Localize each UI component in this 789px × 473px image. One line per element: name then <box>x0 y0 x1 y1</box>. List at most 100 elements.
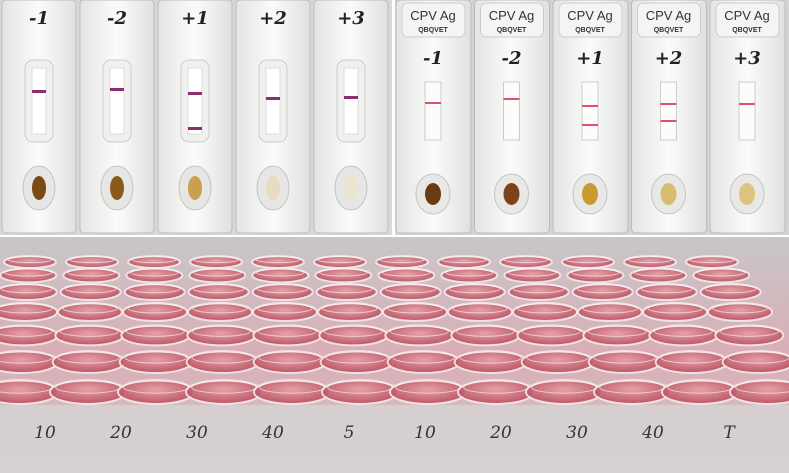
column-label: 30 <box>186 423 208 443</box>
well <box>0 350 59 374</box>
well-rim <box>384 284 437 294</box>
well-rim <box>735 380 789 394</box>
well <box>721 350 789 374</box>
well-rim <box>503 256 549 264</box>
brand-sticker <box>401 2 466 38</box>
well-rim <box>124 351 187 364</box>
test-band <box>582 124 598 126</box>
well-rim <box>448 284 501 294</box>
sample-well <box>582 183 598 205</box>
well-rim <box>322 303 378 314</box>
strip-label: +2 <box>655 48 683 69</box>
well-rim <box>521 325 581 337</box>
test-band <box>503 98 520 100</box>
well-rim <box>640 284 693 294</box>
test-band <box>188 92 202 95</box>
sample-well <box>425 183 441 205</box>
well <box>123 283 186 301</box>
strip-label: +3 <box>733 48 761 69</box>
result-window <box>424 81 442 141</box>
column-label: T <box>723 423 736 443</box>
well-rim <box>689 256 735 264</box>
well <box>314 267 373 284</box>
test-band <box>425 102 441 104</box>
strip-label: +1 <box>576 48 604 69</box>
well-rim <box>127 303 183 314</box>
well-rim <box>565 256 611 264</box>
result-window <box>503 81 520 141</box>
column-label: 40 <box>641 423 664 443</box>
well-rim <box>7 256 53 264</box>
maker-name: QBQVET <box>418 27 448 34</box>
well-rim <box>256 284 309 294</box>
test-band <box>266 97 280 100</box>
well <box>377 267 436 284</box>
well-rim <box>445 268 494 277</box>
column-label: 10 <box>414 423 436 443</box>
well-rim <box>255 256 301 264</box>
brand-name: CPV Ag <box>410 8 456 23</box>
well <box>635 283 698 301</box>
column-label: 10 <box>34 423 56 443</box>
test-band <box>344 96 358 99</box>
brand-sticker <box>558 2 623 38</box>
well-rim <box>712 303 768 314</box>
well-rim <box>653 325 713 337</box>
test-band <box>32 90 46 93</box>
well-rim <box>512 284 565 294</box>
well-rim <box>257 303 313 314</box>
well-rim <box>257 325 317 337</box>
result-window <box>660 81 677 141</box>
column-label: 30 <box>566 423 588 443</box>
well-rim <box>459 351 522 364</box>
test-band <box>660 103 677 105</box>
well <box>0 283 58 301</box>
well-rim <box>452 303 508 314</box>
strip-label: +1 <box>181 8 209 29</box>
well-rim <box>191 351 254 364</box>
well <box>629 267 688 284</box>
brand-sticker <box>637 2 701 38</box>
well-rim <box>193 268 242 277</box>
strip-label: +3 <box>337 8 365 29</box>
brand-name: CPV Ag <box>646 8 692 23</box>
well-rim <box>387 303 443 314</box>
well-rim <box>647 303 703 314</box>
result-window <box>581 81 599 141</box>
well-rim <box>727 351 789 364</box>
well-rim <box>719 325 779 337</box>
plate-edge <box>0 405 789 473</box>
well-rim <box>392 351 455 364</box>
well <box>443 283 506 301</box>
well <box>503 267 562 284</box>
well <box>188 267 247 284</box>
test-band <box>582 105 598 107</box>
test-band <box>188 127 202 130</box>
well-rim <box>67 268 116 277</box>
well <box>566 267 625 284</box>
brand-sticker <box>715 2 780 38</box>
well <box>571 283 634 301</box>
well-rim <box>0 303 53 314</box>
well-rim <box>258 351 321 364</box>
well-rim <box>576 284 629 294</box>
well-rim <box>125 325 185 337</box>
well-rim <box>131 256 177 264</box>
sample-well <box>110 176 124 200</box>
sample-well <box>660 183 677 205</box>
well <box>187 283 250 301</box>
sample-well <box>344 176 358 200</box>
result-window <box>265 67 281 135</box>
well-rim <box>0 325 53 337</box>
well-rim <box>320 284 373 294</box>
well-rim <box>192 303 248 314</box>
well-rim <box>455 325 515 337</box>
result-window <box>343 67 359 135</box>
sample-well <box>266 176 280 200</box>
maker-name: QBQVET <box>575 27 605 34</box>
result-window <box>31 67 47 135</box>
well <box>125 267 184 284</box>
strip-label: +2 <box>259 8 287 29</box>
well-rim <box>319 268 368 277</box>
